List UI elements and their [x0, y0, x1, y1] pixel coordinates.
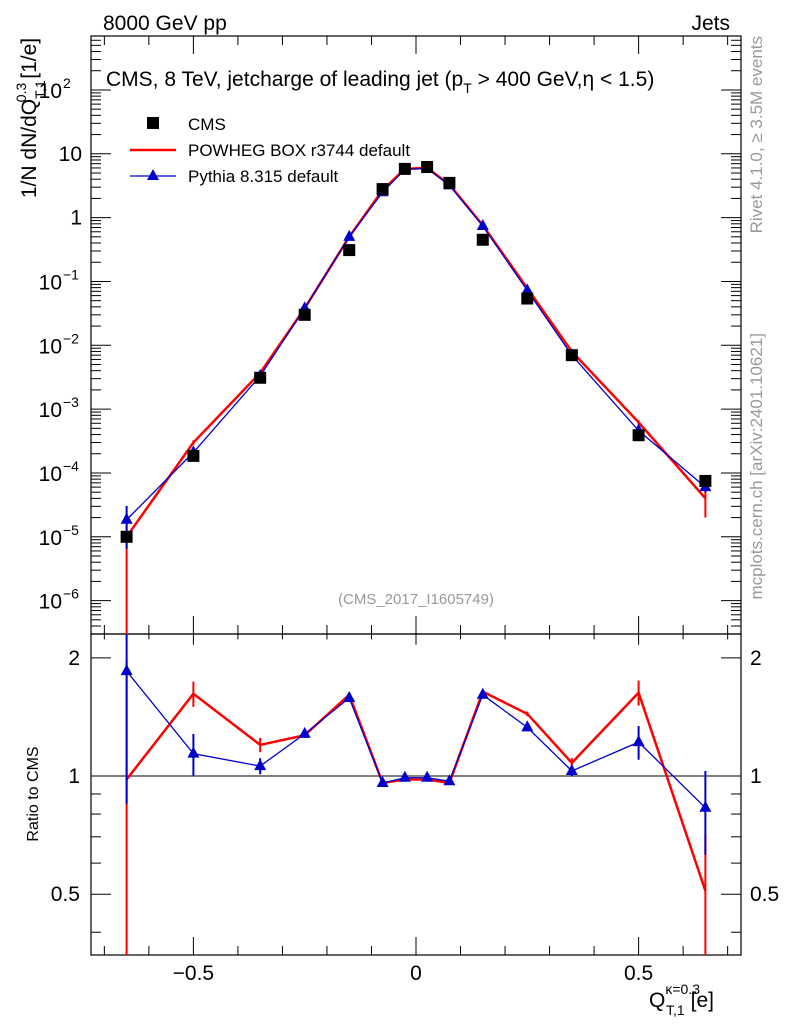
- rivet-label: Rivet 4.1.0, ≥ 3.5M events: [747, 36, 766, 233]
- series-cms-point: [565, 349, 578, 362]
- mcplots-label: mcplots.cern.ch [arXiv:2401.10621]: [747, 333, 766, 599]
- ratio-pythia-point: [421, 770, 434, 782]
- x-tick-label: −0.5: [173, 962, 214, 985]
- series-cms-point: [187, 449, 200, 462]
- series-cms-point: [398, 162, 411, 175]
- series-pythia-point: [343, 229, 356, 241]
- ratio-powheg-line: [125, 689, 707, 892]
- chart-title: CMS, 8 TeV, jetcharge of leading jet (pT…: [106, 68, 654, 96]
- y-tick-label: 1: [70, 207, 82, 230]
- y-tick-exponent: −4: [63, 458, 79, 474]
- y-tick-exponent: −2: [63, 330, 79, 346]
- ratio-tick-label-right: 0.5: [750, 883, 779, 906]
- series-pythia-point: [120, 512, 133, 524]
- ratio-pythia-point: [298, 726, 311, 738]
- y-tick-label: 10: [39, 80, 62, 103]
- legend-pythia-marker: [147, 169, 159, 180]
- series-cms-point: [521, 292, 534, 305]
- ratio-tick-label: 2: [68, 647, 80, 670]
- legend-pythia-label: Pythia 8.315 default: [188, 167, 339, 186]
- x-axis-label: Qκ=0.3 T,1 [e]: [649, 981, 714, 1018]
- ratio-pythia-line: [126, 670, 706, 809]
- legend-cms-marker: [147, 117, 159, 129]
- series-cms-point: [443, 176, 456, 189]
- y-tick-exponent: −6: [63, 586, 79, 602]
- ratio-pythia-point: [443, 774, 456, 786]
- series-pythia-point: [476, 218, 489, 230]
- series-pythia-line: [126, 167, 706, 521]
- y-axis-label: 1/N dN/dQT,10.3[1/e]: [13, 38, 48, 198]
- ratio-panel-frame: [90, 633, 742, 956]
- ratio-pythia-point: [699, 800, 712, 812]
- y-tick-exponent: −3: [63, 394, 79, 410]
- ratio-pythia-point: [632, 735, 645, 747]
- series-pythia-point: [521, 283, 534, 295]
- x-tick-label: 0: [410, 962, 422, 985]
- x-tick-label: 0.5: [624, 962, 653, 985]
- ratio-tick-label-right: 1: [750, 765, 762, 788]
- series-cms-point: [421, 161, 434, 174]
- ratio-pythia-point: [376, 775, 389, 787]
- series-cms-point: [120, 530, 133, 543]
- legend: CMS POWHEG BOX r3744 default Pythia 8.31…: [130, 115, 410, 186]
- y-tick-label: 10: [39, 399, 62, 422]
- ratio-y-label: Ratio to CMS: [25, 746, 42, 841]
- ratio-pythia-point: [476, 687, 489, 699]
- ratio-tick-label-right: 2: [750, 647, 762, 670]
- ratio-tick-label: 0.5: [51, 883, 80, 906]
- series-cms-point: [476, 233, 489, 246]
- y-tick-label: 10: [39, 527, 62, 550]
- series-cms-point: [343, 244, 356, 257]
- y-tick-label: 10: [59, 143, 82, 166]
- header-right: Jets: [691, 12, 730, 35]
- series-cms-point: [699, 474, 712, 487]
- series-cms-point: [254, 371, 267, 384]
- legend-powheg-label: POWHEG BOX r3744 default: [188, 141, 410, 160]
- ratio-pythia-point: [254, 759, 267, 771]
- ratio-pythia-point: [521, 720, 534, 732]
- series-powheg-line: [125, 166, 707, 538]
- series-layer: [120, 161, 712, 955]
- ratio-pythia-point: [343, 691, 356, 703]
- y-tick-exponent: −1: [63, 266, 79, 282]
- y-tick-label: 10: [39, 591, 62, 614]
- series-cms-point: [632, 429, 645, 442]
- legend-cms-label: CMS: [188, 115, 226, 134]
- y-tick-label: 10: [39, 335, 62, 358]
- header-left: 8000 GeV pp: [103, 12, 227, 35]
- analysis-watermark: (CMS_2017_I1605749): [338, 591, 494, 608]
- ratio-tick-label: 1: [68, 765, 80, 788]
- series-cms-point: [298, 308, 311, 321]
- y-tick-exponent: 2: [63, 75, 71, 91]
- y-tick-label: 10: [39, 463, 62, 486]
- y-tick-label: 10: [39, 271, 62, 294]
- ratio-pythia-point: [120, 664, 133, 676]
- ratio-pythia-point: [398, 770, 411, 782]
- series-cms-point: [376, 183, 389, 196]
- axis-ticks: [91, 35, 741, 955]
- ratio-pythia-point: [187, 746, 200, 758]
- y-tick-exponent: −5: [63, 522, 79, 538]
- ratio-pythia-point: [565, 763, 578, 775]
